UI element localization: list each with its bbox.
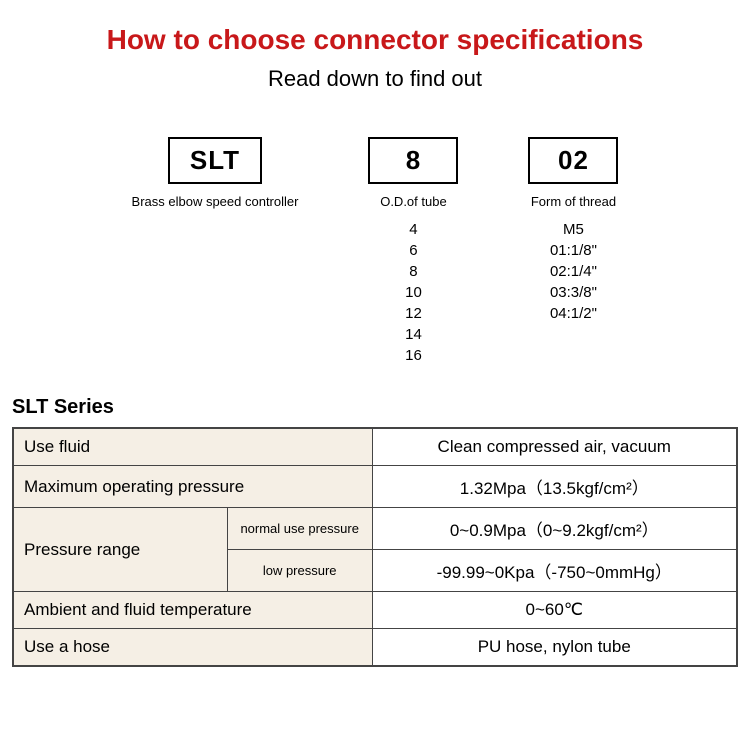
od-value: 6 [405, 240, 422, 261]
table-row: Maximum operating pressure 1.32Mpa（13.5k… [13, 466, 737, 508]
spec-label-slt: Brass elbow speed controller [132, 194, 299, 209]
series-title: SLT Series [12, 396, 750, 419]
spec-box-slt: SLT [168, 137, 262, 184]
cell-low-pressure-value: -99.99~0Kpa（-750~0mmHg） [372, 550, 737, 592]
spec-col-slt: SLT Brass elbow speed controller [132, 137, 299, 209]
cell-pressure-range-label: Pressure range [13, 508, 227, 592]
od-value: 8 [405, 261, 422, 282]
thread-value: 04:1/2" [550, 303, 597, 324]
cell-use-hose-label: Use a hose [13, 629, 372, 667]
od-value: 10 [405, 282, 422, 303]
cell-low-pressure-label: low pressure [227, 550, 372, 592]
od-value: 14 [405, 324, 422, 345]
cell-use-fluid-value: Clean compressed air, vacuum [372, 428, 737, 466]
cell-use-fluid-label: Use fluid [13, 428, 372, 466]
thread-value: 03:3/8" [550, 282, 597, 303]
od-value: 12 [405, 303, 422, 324]
spec-table: Use fluid Clean compressed air, vacuum M… [12, 427, 738, 667]
spec-label-od: O.D.of tube [380, 194, 446, 209]
spec-values-od: 4 6 8 10 12 14 16 [405, 219, 422, 366]
table-row: Use a hose PU hose, nylon tube [13, 629, 737, 667]
cell-max-pressure-label: Maximum operating pressure [13, 466, 372, 508]
cell-ambient-temp-value: 0~60℃ [372, 592, 737, 629]
cell-normal-use-label: normal use pressure [227, 508, 372, 550]
table-row: Pressure range normal use pressure 0~0.9… [13, 508, 737, 550]
spec-box-od: 8 [368, 137, 458, 184]
spec-col-od: 8 O.D.of tube 4 6 8 10 12 14 16 [368, 137, 458, 366]
spec-col-thread: 02 Form of thread M5 01:1/8" 02:1/4" 03:… [528, 137, 618, 324]
subtitle: Read down to find out [0, 66, 750, 92]
thread-value: M5 [550, 219, 597, 240]
cell-use-hose-value: PU hose, nylon tube [372, 629, 737, 667]
spec-code-row: SLT Brass elbow speed controller 8 O.D.o… [0, 137, 750, 366]
header-section: How to choose connector specifications R… [0, 0, 750, 92]
spec-label-thread: Form of thread [531, 194, 616, 209]
od-value: 4 [405, 219, 422, 240]
table-row: Ambient and fluid temperature 0~60℃ [13, 592, 737, 629]
spec-values-thread: M5 01:1/8" 02:1/4" 03:3/8" 04:1/2" [550, 219, 597, 324]
thread-value: 02:1/4" [550, 261, 597, 282]
od-value: 16 [405, 345, 422, 366]
cell-max-pressure-value: 1.32Mpa（13.5kgf/cm²） [372, 466, 737, 508]
cell-ambient-temp-label: Ambient and fluid temperature [13, 592, 372, 629]
thread-value: 01:1/8" [550, 240, 597, 261]
cell-normal-use-value: 0~0.9Mpa（0~9.2kgf/cm²） [372, 508, 737, 550]
table-row: Use fluid Clean compressed air, vacuum [13, 428, 737, 466]
spec-box-thread: 02 [528, 137, 618, 184]
main-title: How to choose connector specifications [0, 24, 750, 56]
